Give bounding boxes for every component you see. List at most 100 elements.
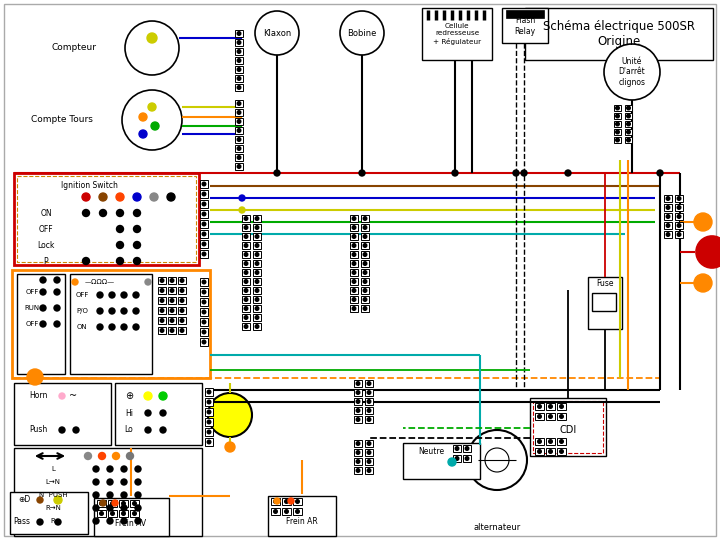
Circle shape	[367, 442, 371, 446]
Bar	[361, 233, 369, 240]
Bar	[354, 467, 362, 474]
Circle shape	[237, 156, 240, 159]
Circle shape	[54, 496, 62, 504]
Circle shape	[255, 271, 258, 274]
Circle shape	[549, 440, 552, 443]
Circle shape	[538, 440, 541, 443]
Circle shape	[122, 90, 182, 150]
Bar	[97, 510, 106, 517]
Circle shape	[356, 382, 360, 386]
Bar	[365, 380, 373, 387]
Circle shape	[356, 400, 360, 403]
Circle shape	[117, 226, 124, 233]
Circle shape	[112, 453, 120, 460]
Circle shape	[107, 466, 113, 472]
Bar	[97, 500, 106, 507]
Circle shape	[352, 280, 356, 284]
Circle shape	[202, 222, 206, 226]
Circle shape	[54, 305, 60, 311]
Text: L→N: L→N	[45, 479, 60, 485]
Circle shape	[100, 500, 106, 506]
Bar	[10, 492, 88, 534]
Circle shape	[84, 453, 91, 460]
Circle shape	[237, 165, 240, 168]
Circle shape	[121, 479, 127, 485]
Circle shape	[82, 193, 90, 201]
Bar	[235, 39, 243, 46]
Circle shape	[93, 492, 99, 498]
Bar	[158, 307, 166, 314]
Text: Frein AV: Frein AV	[115, 518, 147, 528]
Circle shape	[180, 279, 184, 282]
Circle shape	[59, 393, 65, 399]
Circle shape	[133, 324, 139, 330]
Text: Compte Tours: Compte Tours	[31, 116, 93, 125]
Bar	[235, 154, 243, 161]
Text: N  PUSH: N PUSH	[39, 492, 67, 498]
Circle shape	[296, 500, 300, 503]
Bar	[205, 418, 213, 426]
Bar	[664, 231, 672, 238]
Circle shape	[255, 307, 258, 310]
Bar	[205, 408, 213, 416]
Circle shape	[99, 502, 103, 505]
Bar	[242, 215, 250, 222]
Circle shape	[616, 122, 619, 126]
Circle shape	[40, 305, 46, 311]
Bar	[235, 145, 243, 152]
Bar	[200, 318, 208, 326]
Circle shape	[565, 170, 571, 176]
Circle shape	[559, 450, 563, 453]
Circle shape	[363, 235, 366, 238]
Circle shape	[244, 217, 248, 220]
Bar	[12, 270, 210, 378]
Circle shape	[356, 418, 360, 421]
Circle shape	[244, 307, 248, 310]
Circle shape	[180, 309, 184, 312]
Circle shape	[135, 505, 141, 511]
Circle shape	[207, 410, 211, 414]
Bar	[242, 323, 250, 330]
Bar	[614, 105, 621, 111]
Bar	[546, 448, 555, 455]
Bar	[664, 204, 672, 211]
Circle shape	[549, 404, 552, 408]
Circle shape	[244, 316, 248, 319]
Bar	[235, 75, 243, 82]
Circle shape	[284, 510, 288, 514]
Text: R→N: R→N	[45, 505, 61, 511]
Bar	[535, 448, 544, 455]
Circle shape	[559, 404, 563, 408]
Circle shape	[363, 217, 366, 220]
Bar	[365, 416, 373, 423]
Bar	[130, 510, 139, 517]
Circle shape	[135, 479, 141, 485]
Bar	[557, 438, 566, 445]
Circle shape	[121, 308, 127, 314]
Circle shape	[207, 390, 211, 394]
Circle shape	[244, 325, 248, 328]
Circle shape	[107, 518, 113, 524]
Circle shape	[255, 262, 258, 265]
Bar	[403, 443, 480, 479]
Bar	[17, 176, 196, 262]
Circle shape	[133, 210, 140, 217]
Circle shape	[202, 242, 206, 246]
Circle shape	[352, 217, 356, 220]
Bar	[253, 287, 261, 294]
Circle shape	[657, 170, 663, 176]
Circle shape	[666, 206, 670, 210]
Circle shape	[626, 138, 630, 142]
Circle shape	[40, 289, 46, 295]
Bar	[235, 100, 243, 107]
Circle shape	[363, 271, 366, 274]
Circle shape	[109, 292, 115, 298]
Circle shape	[626, 106, 630, 110]
Bar	[253, 278, 261, 285]
Bar	[168, 317, 176, 324]
Circle shape	[121, 324, 127, 330]
Bar	[365, 398, 373, 405]
Bar	[268, 496, 336, 536]
Circle shape	[160, 279, 164, 282]
Circle shape	[244, 244, 248, 247]
